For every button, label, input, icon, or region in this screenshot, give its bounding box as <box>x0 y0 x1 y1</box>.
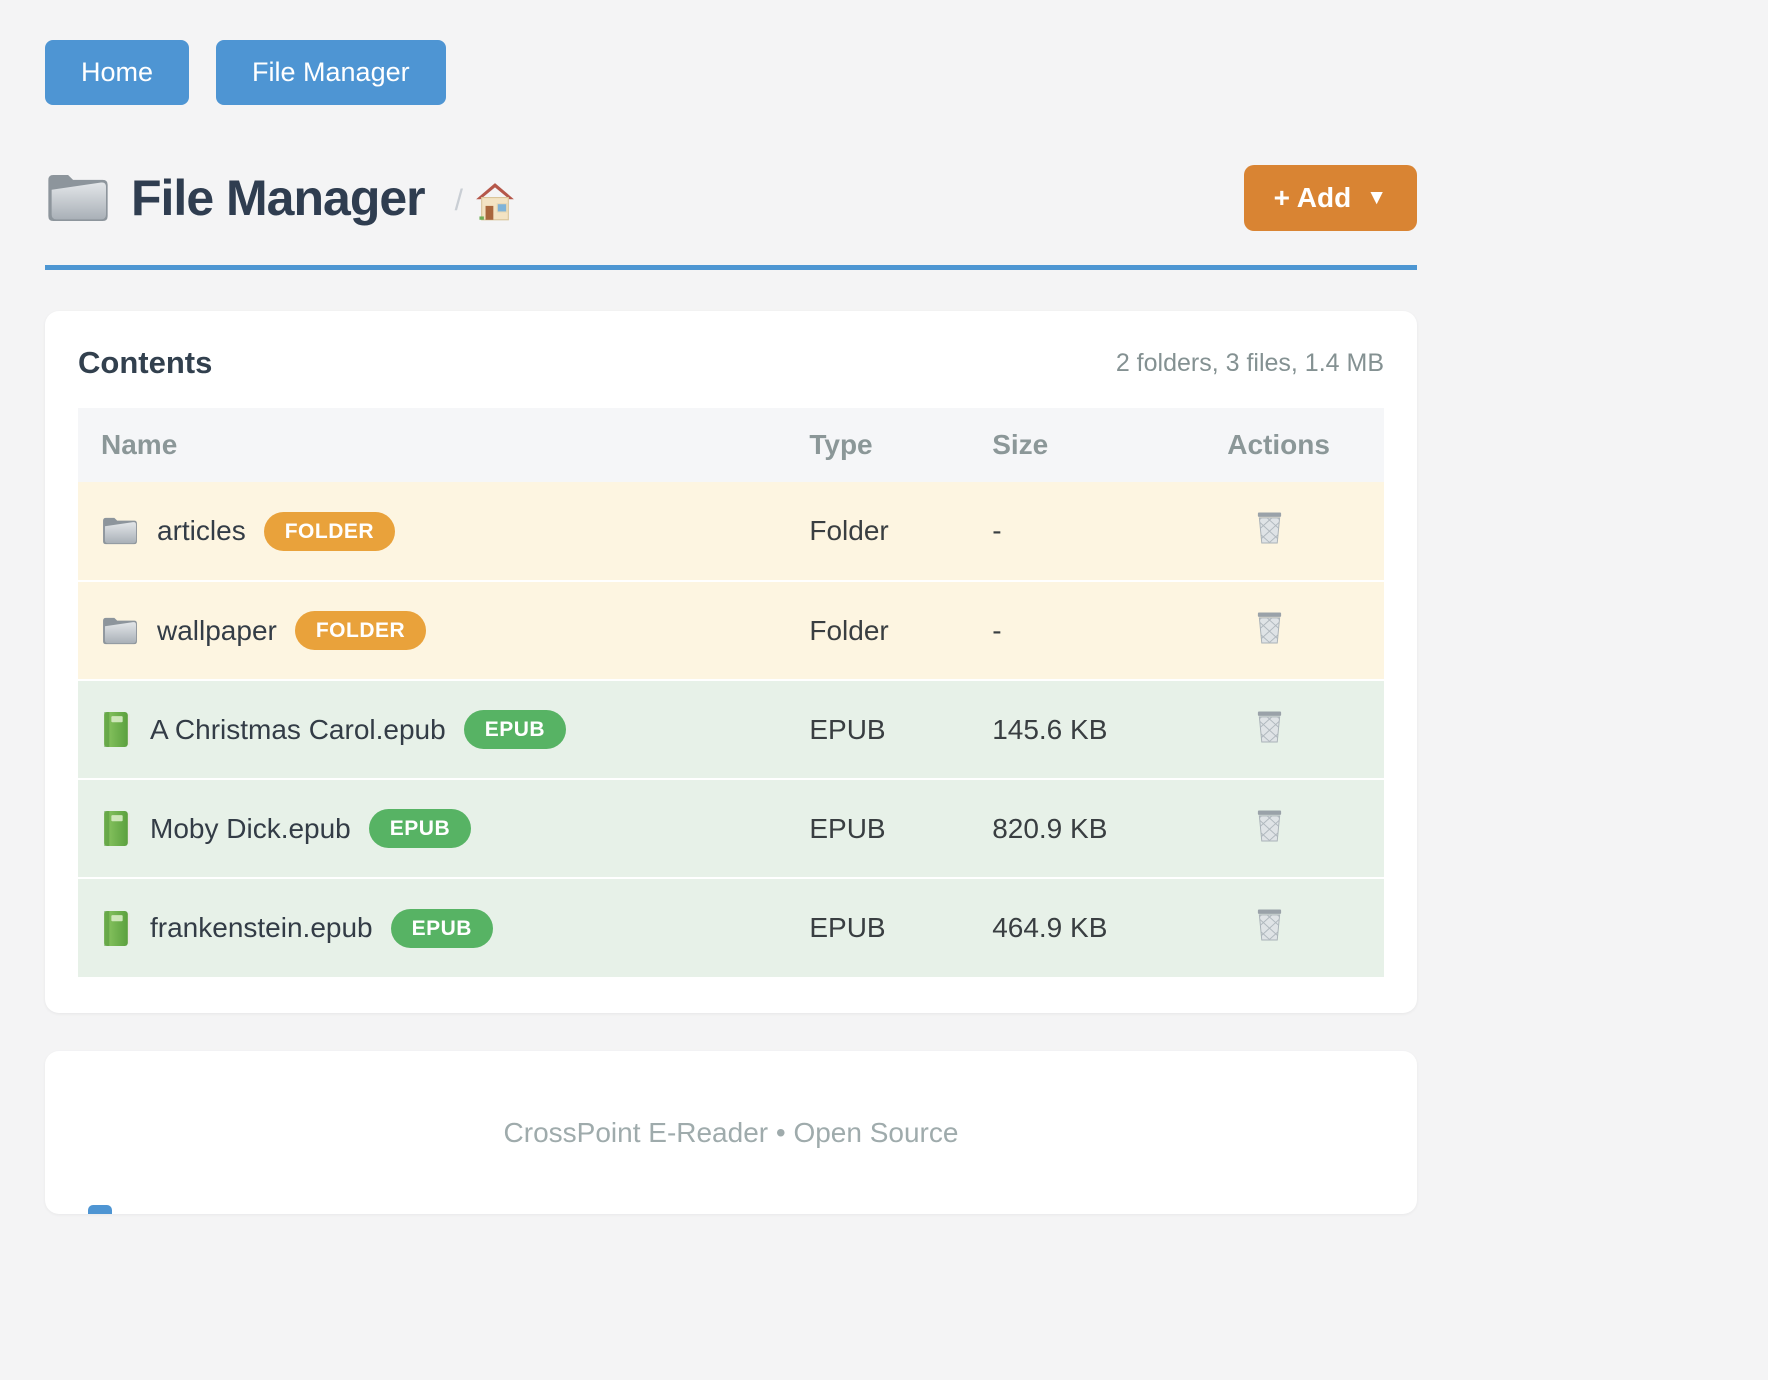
partial-element-bottom[interactable] <box>88 1205 112 1214</box>
nav-home-button[interactable]: Home <box>45 40 190 105</box>
delete-button[interactable] <box>1255 907 1284 945</box>
column-header-size: Size <box>992 408 1228 482</box>
file-type-badge: EPUB <box>463 710 567 749</box>
file-type-badge: FOLDER <box>263 511 396 551</box>
add-button-label: + Add <box>1273 182 1352 213</box>
trash-icon <box>1255 510 1284 548</box>
column-header-type: Type <box>809 408 993 482</box>
nav-file-manager-button[interactable]: File Manager <box>216 40 446 105</box>
table-row[interactable]: A Christmas Carol.epub EPUB EPUB 145.6 K… <box>78 680 1384 779</box>
table-header-row: Name Type Size Actions <box>78 408 1384 482</box>
trash-icon <box>1255 808 1284 846</box>
caret-down-icon: ▼ <box>1366 186 1387 209</box>
home-icon[interactable] <box>475 182 515 222</box>
file-name: articles <box>157 515 246 546</box>
file-size: - <box>992 515 1002 546</box>
folder-icon <box>101 615 139 647</box>
panel-title: Contents <box>78 345 213 380</box>
file-type: Folder <box>809 515 889 546</box>
contents-summary: 2 folders, 3 files, 1.4 MB <box>1115 348 1384 377</box>
file-link[interactable]: articles FOLDER <box>78 511 809 551</box>
file-size: 464.9 KB <box>992 912 1108 943</box>
file-type: EPUB <box>809 713 886 745</box>
delete-button[interactable] <box>1255 808 1284 846</box>
file-link[interactable]: A Christmas Carol.epub EPUB <box>78 710 809 749</box>
footer: CrossPoint E-Reader • Open Source <box>45 1051 1417 1214</box>
file-link[interactable]: wallpaper FOLDER <box>78 611 809 650</box>
file-type-badge: FOLDER <box>294 611 427 650</box>
file-name: wallpaper <box>157 614 277 646</box>
file-name: frankenstein.epub <box>150 912 373 943</box>
file-table: Name Type Size Actions <box>78 408 1384 977</box>
add-button[interactable]: + Add ▼ <box>1243 165 1417 231</box>
table-row[interactable]: articles FOLDER Folder - <box>78 482 1384 581</box>
panel-header: Contents 2 folders, 3 files, 1.4 MB <box>78 345 1384 381</box>
folder-icon <box>101 515 139 547</box>
file-link[interactable]: frankenstein.epub EPUB <box>78 908 809 948</box>
table-row[interactable]: frankenstein.epub EPUB EPUB 464.9 KB <box>78 878 1384 977</box>
file-name: Moby Dick.epub <box>150 812 351 844</box>
column-header-name: Name <box>78 408 810 482</box>
trash-icon <box>1255 709 1284 747</box>
top-nav: Home File Manager <box>45 40 1417 105</box>
page-header: File Manager / + Add ▼ <box>45 165 1417 231</box>
header-divider <box>45 265 1417 270</box>
file-name: A Christmas Carol.epub <box>150 713 446 745</box>
green-book-icon <box>101 810 132 847</box>
file-type-badge: EPUB <box>368 809 472 848</box>
folder-icon <box>45 170 111 226</box>
breadcrumb-separator: / <box>454 184 463 217</box>
contents-panel: Contents 2 folders, 3 files, 1.4 MB Name… <box>45 311 1417 1013</box>
table-body: articles FOLDER Folder - <box>78 482 1384 977</box>
green-book-icon <box>101 711 132 748</box>
file-type: EPUB <box>809 912 886 943</box>
delete-button[interactable] <box>1255 610 1284 648</box>
file-type: Folder <box>809 614 889 646</box>
file-size: 820.9 KB <box>992 812 1108 844</box>
footer-text: CrossPoint E-Reader • Open Source <box>503 1116 959 1148</box>
file-type-badge: EPUB <box>390 908 493 948</box>
table-row[interactable]: Moby Dick.epub EPUB EPUB 820.9 KB <box>78 779 1384 878</box>
file-link[interactable]: Moby Dick.epub EPUB <box>78 809 809 848</box>
page-title: File Manager <box>131 170 426 226</box>
page: Home File Manager File Manager / <box>45 40 1417 1214</box>
table-row[interactable]: wallpaper FOLDER Folder - <box>78 581 1384 680</box>
column-header-actions: Actions <box>1227 408 1384 482</box>
file-size: - <box>992 614 1002 646</box>
green-book-icon <box>101 910 132 947</box>
delete-button[interactable] <box>1255 510 1284 548</box>
file-size: 145.6 KB <box>992 713 1108 745</box>
trash-icon <box>1255 610 1284 648</box>
trash-icon <box>1255 907 1284 945</box>
delete-button[interactable] <box>1255 709 1284 747</box>
file-type: EPUB <box>809 812 886 844</box>
